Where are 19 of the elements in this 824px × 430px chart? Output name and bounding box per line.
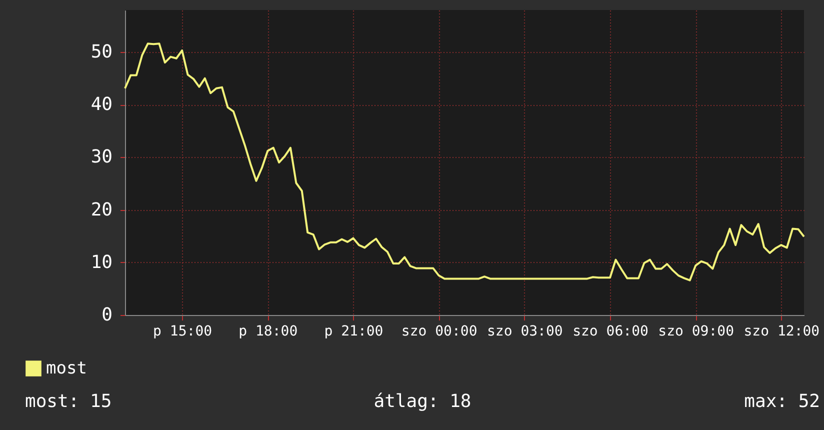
x-tick-label: p 18:00 [238, 324, 298, 340]
y-tick-label: 0 [102, 304, 112, 326]
text: most: 15 [25, 391, 112, 412]
x-tick-label: szo 12:00 [744, 324, 820, 340]
y-tick-label: 30 [90, 146, 112, 168]
x-tick-label: szo 00:00 [401, 324, 478, 340]
x-tick-label: szo 09:00 [658, 324, 734, 340]
y-tick-label: 50 [90, 42, 112, 63]
y-tick-label: 10 [90, 252, 112, 273]
x-tick-label: szo 06:00 [572, 324, 648, 340]
y-tick-label: 20 [90, 199, 112, 220]
y-tick-label: 40 [90, 94, 112, 116]
line-series [124, 42, 805, 282]
legend-label: most [46, 358, 87, 378]
text: max: 52 [744, 391, 820, 412]
text: átlag: 18 [374, 391, 472, 412]
x-tick-label: p 21:00 [324, 324, 384, 340]
x-tick-label: szo 03:00 [486, 324, 563, 340]
x-tick-label: p 15:00 [153, 324, 212, 340]
